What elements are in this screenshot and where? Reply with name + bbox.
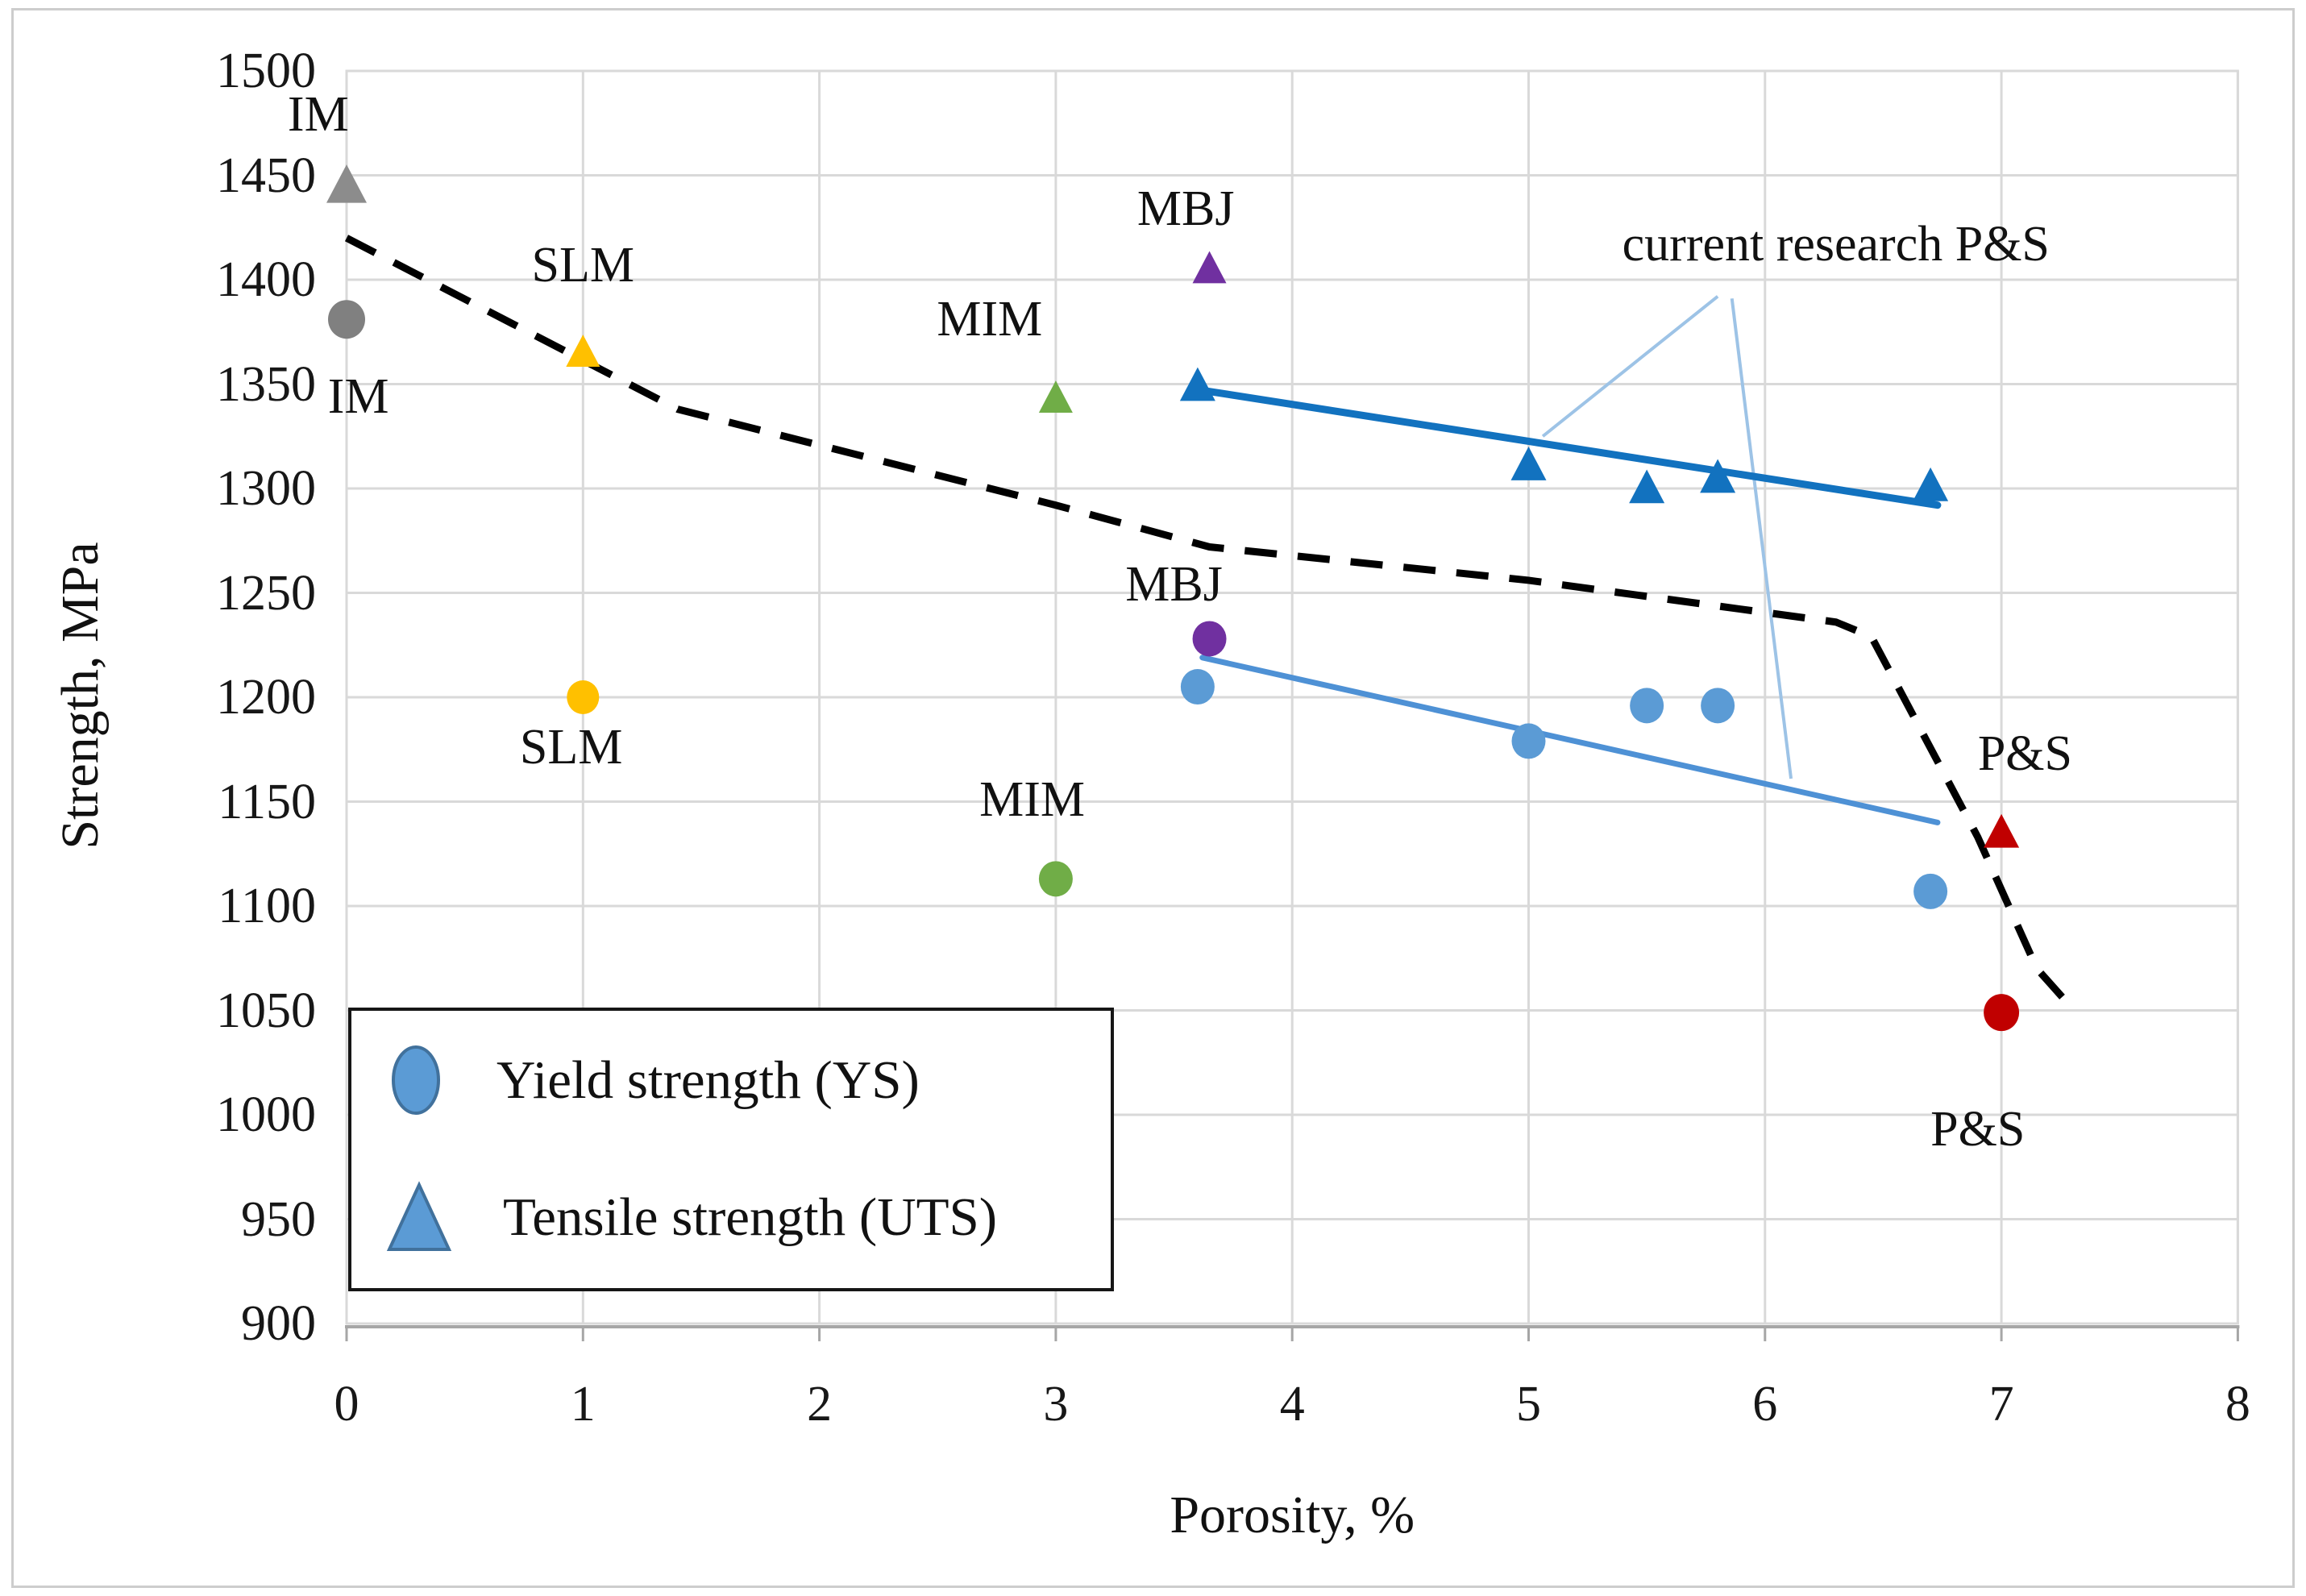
yield-strength-circle-icon	[392, 1045, 440, 1115]
trendline	[1199, 655, 1941, 825]
annotation-label: SLM	[531, 237, 635, 293]
y-tick-label: 1050	[216, 983, 316, 1038]
annotation-label: MBJ	[1136, 181, 1235, 236]
x-tick-label: 3	[1043, 1377, 1069, 1432]
figure-border	[11, 8, 2295, 1588]
data-point-circle	[1630, 688, 1664, 724]
x-tick-label: 5	[1516, 1377, 1541, 1432]
callout-line	[1541, 295, 1719, 438]
annotation-label: MIM	[937, 292, 1043, 347]
annotation-label: SLM	[519, 720, 623, 775]
plot-area-border	[345, 69, 2239, 1325]
y-tick-label: 1150	[218, 774, 316, 829]
legend-label-yield-strength: Yield strength (YS)	[497, 1049, 920, 1110]
x-tick-label: 7	[1988, 1377, 2014, 1432]
y-tick-label: 900	[241, 1296, 316, 1351]
y-tick-label: 1500	[216, 44, 316, 98]
x-axis-title: Porosity, %	[1170, 1486, 1415, 1544]
x-tick-label: 2	[807, 1377, 833, 1432]
data-point-circle	[1038, 861, 1073, 897]
annotation-label: P&S	[1930, 1102, 2026, 1158]
data-point-triangle	[1179, 367, 1215, 401]
data-point-triangle	[1913, 467, 1949, 501]
data-point-circle	[567, 680, 600, 714]
data-point-triangle	[1629, 469, 1665, 504]
data-point-triangle	[1510, 447, 1547, 480]
trendline	[1199, 386, 1942, 509]
y-tick-label: 1350	[216, 356, 316, 412]
data-point-triangle	[326, 164, 367, 203]
legend-item-tensile-strength: Tensile strength (UTS)	[385, 1169, 997, 1266]
data-point-circle	[1913, 873, 1948, 909]
data-point-circle	[1701, 688, 1735, 724]
annotation-label: IM	[327, 369, 389, 425]
data-point-triangle	[1700, 459, 1736, 493]
data-point-circle	[1192, 621, 1227, 657]
callout-line	[1730, 298, 1793, 779]
y-tick-label: 1450	[216, 148, 316, 203]
annotation-label: MBJ	[1125, 557, 1223, 613]
annotation-label: current research P&S	[1622, 216, 2050, 272]
data-point-triangle	[1984, 813, 2020, 848]
dashed-reference-line	[344, 235, 2075, 1011]
x-tick-label: 8	[2225, 1377, 2250, 1432]
x-tick-label: 1	[570, 1377, 596, 1432]
data-point-triangle	[1192, 251, 1227, 284]
data-point-triangle	[566, 335, 600, 368]
annotation-label: MIM	[979, 771, 1086, 827]
legend-item-yield-strength: Yield strength (YS)	[385, 1032, 920, 1128]
x-tick-label: 6	[1752, 1377, 1778, 1432]
data-point-circle	[328, 300, 365, 339]
y-tick-label: 950	[241, 1191, 316, 1247]
y-tick-label: 1250	[216, 565, 316, 621]
y-tick-label: 1300	[216, 461, 316, 516]
tensile-strength-triangle-icon	[386, 1181, 452, 1251]
data-point-triangle	[1038, 380, 1073, 413]
annotation-label: P&S	[1977, 725, 2073, 781]
y-tick-label: 1000	[216, 1087, 316, 1142]
data-point-circle	[1984, 994, 2020, 1032]
x-tick-label: 0	[334, 1377, 359, 1432]
legend-label-tensile-strength: Tensile strength (UTS)	[503, 1187, 998, 1247]
data-point-circle	[1511, 723, 1546, 759]
y-axis-title: Strength, MPa	[51, 542, 110, 850]
annotation-label: IM	[287, 87, 349, 143]
legend-box: Yield strength (YS) Tensile strength (UT…	[348, 1008, 1114, 1291]
y-tick-label: 1100	[218, 879, 316, 933]
y-tick-label: 1400	[216, 252, 316, 307]
x-tick-label: 4	[1279, 1377, 1305, 1432]
data-point-circle	[1180, 669, 1215, 705]
y-tick-label: 1200	[216, 670, 316, 725]
